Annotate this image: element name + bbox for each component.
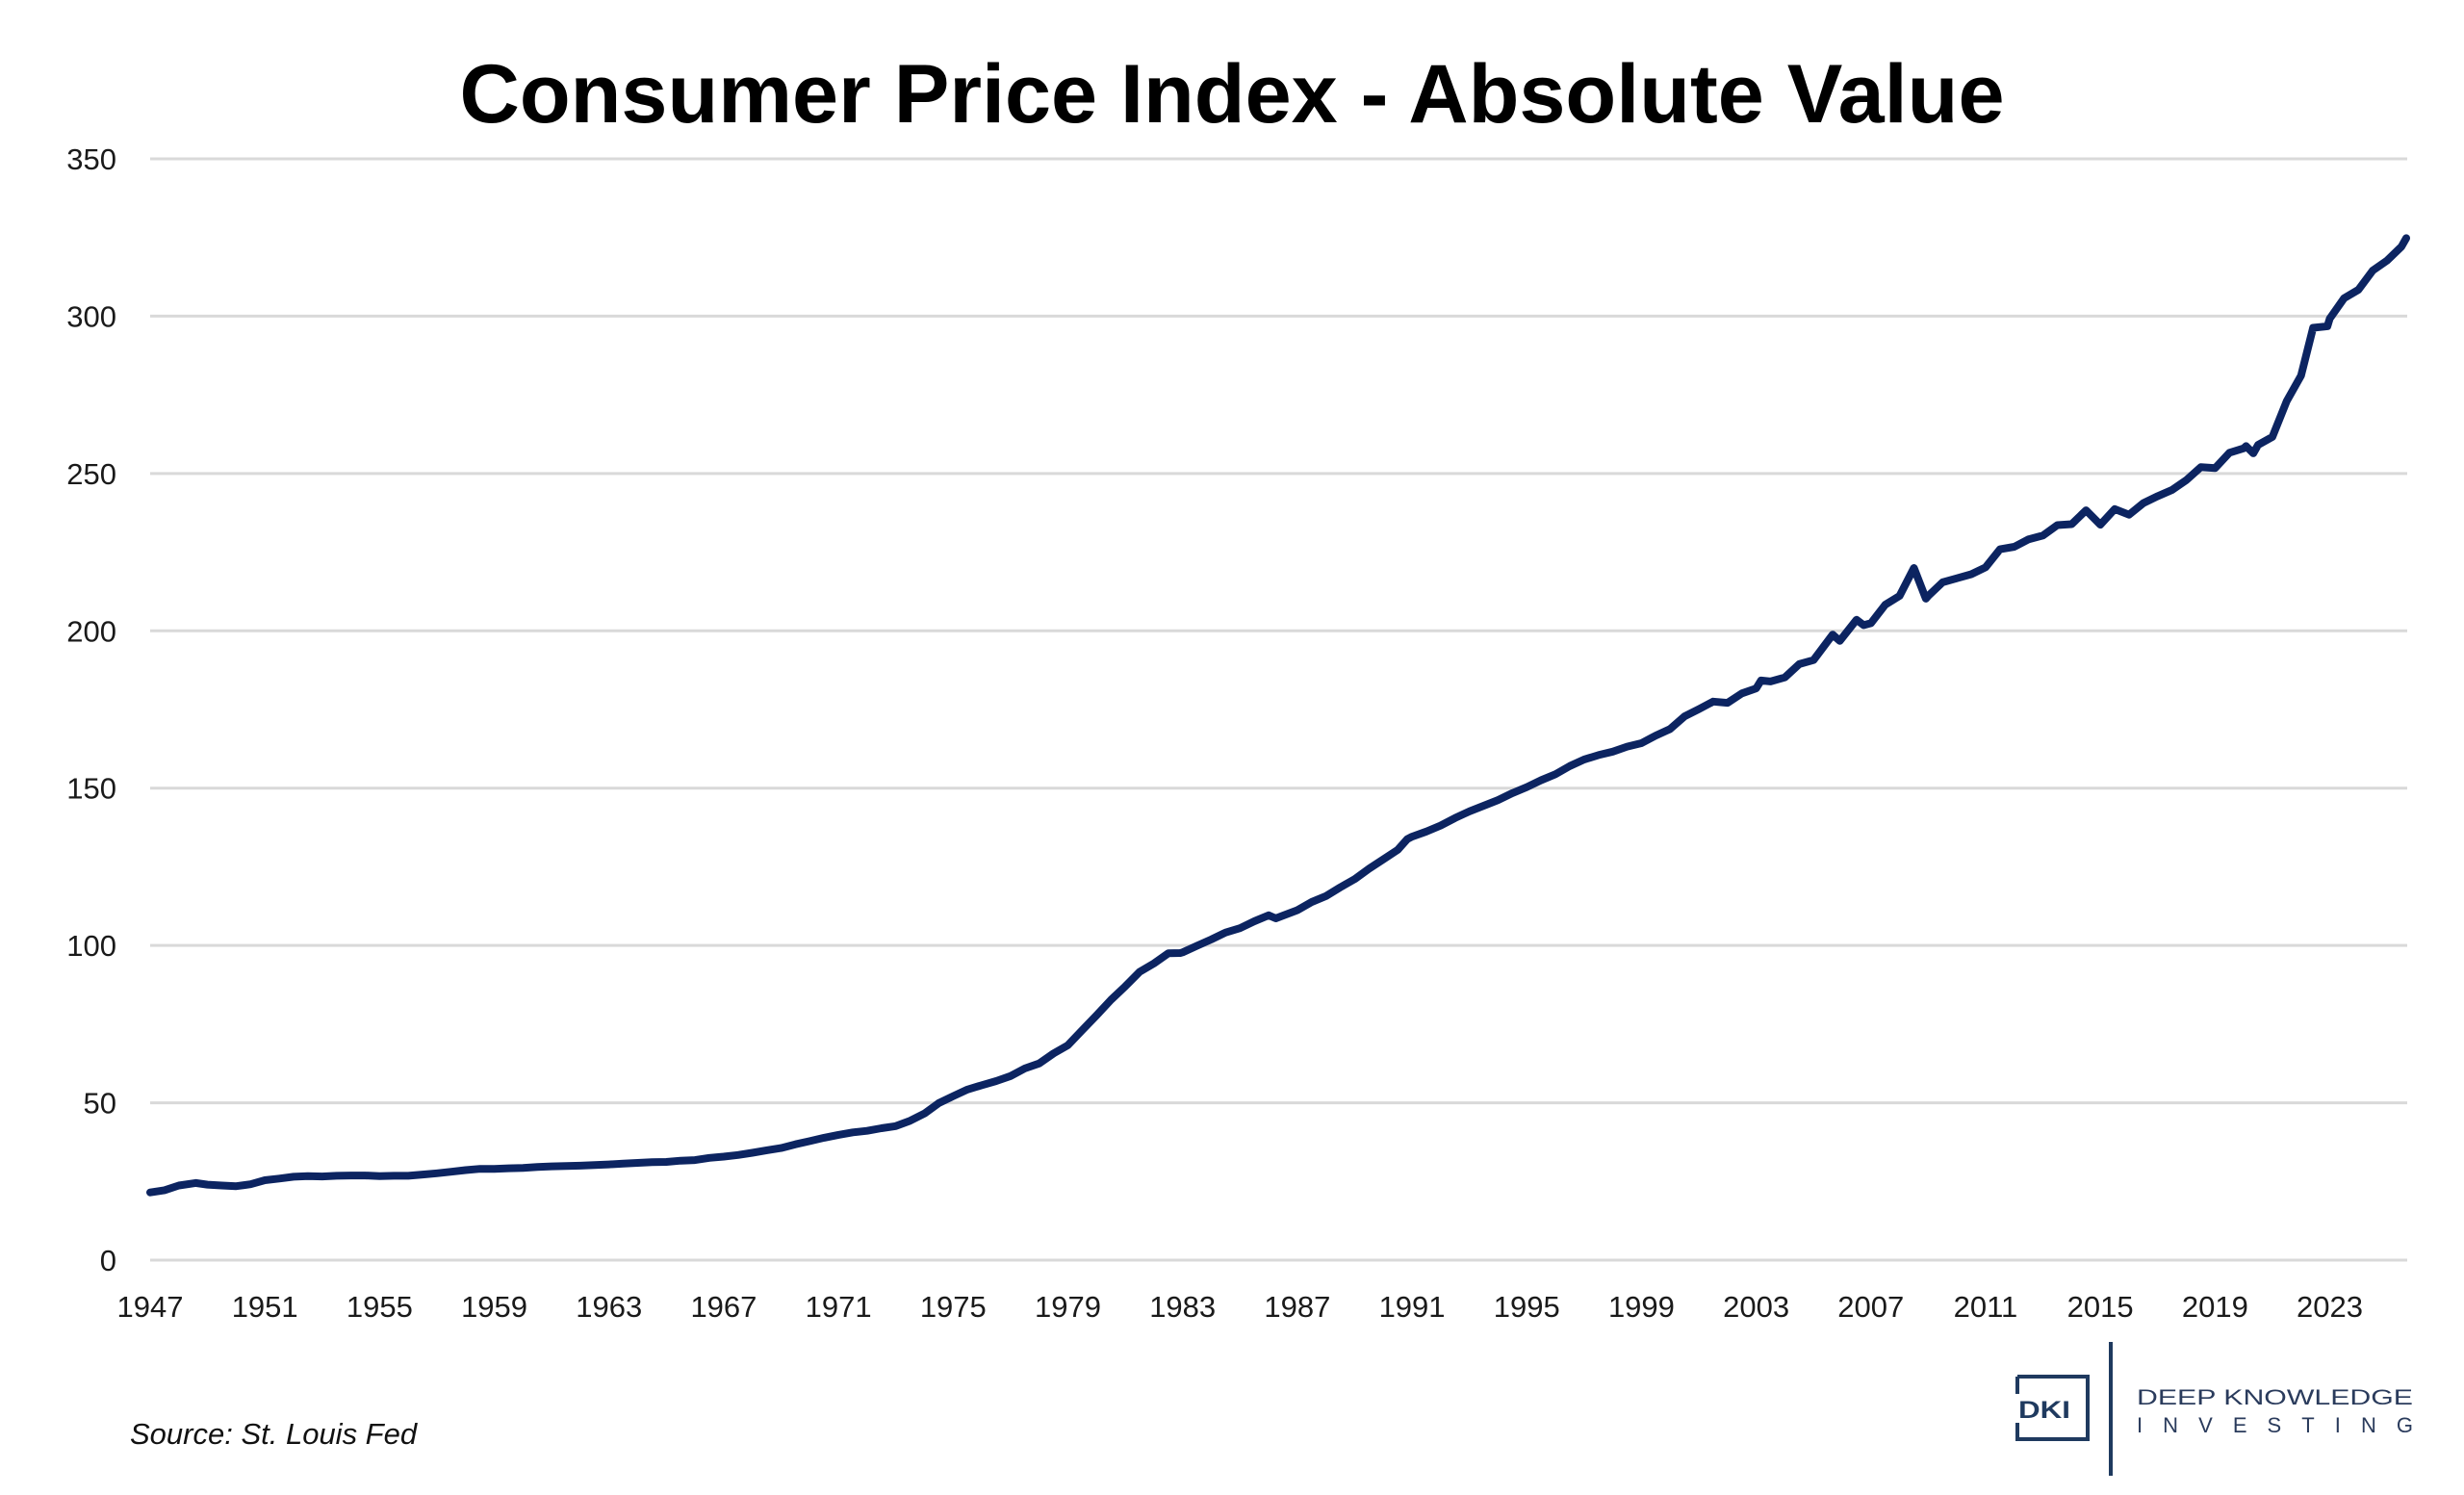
y-tick-label: 150: [66, 772, 116, 806]
x-tick-label: 2019: [2182, 1290, 2248, 1324]
x-tick-label: 1995: [1494, 1290, 1560, 1324]
x-tick-label: 1983: [1149, 1290, 1216, 1324]
x-tick-label: 1987: [1264, 1290, 1330, 1324]
x-tick-label: 2015: [2067, 1290, 2134, 1324]
x-tick-label: 1963: [576, 1290, 642, 1324]
gridlines: [150, 157, 2407, 1262]
x-tick-label: 2003: [1723, 1290, 1789, 1324]
y-tick-label: 350: [66, 142, 116, 176]
source-note: Source: St. Louis Fed: [130, 1417, 419, 1451]
dki-logo-box-icon: DKI: [2015, 1375, 2090, 1441]
x-tick-label: 2007: [1837, 1290, 1904, 1324]
series-layer: [146, 234, 2410, 1197]
x-tick-label: 1951: [232, 1290, 298, 1324]
x-tick-label: 1955: [346, 1290, 413, 1324]
x-tick-label: 1959: [461, 1290, 527, 1324]
x-tick-label: 1971: [806, 1290, 872, 1324]
x-tick-label: 1991: [1379, 1290, 1446, 1324]
x-axis-ticks: 1947 1951 1955 1959 1963 1967 1971 1975 1979 1983…: [117, 1290, 2364, 1324]
x-tick-label: 2023: [2297, 1290, 2363, 1324]
dki-logo: DKI DEEP KNOWLEDGE INVESTING: [2015, 1342, 2413, 1476]
x-tick-label: 1947: [117, 1290, 184, 1324]
y-tick-label: 100: [66, 929, 116, 963]
y-tick-label: 250: [66, 457, 116, 491]
logo-mark-text: DKI: [2018, 1397, 2070, 1424]
y-tick-label: 50: [84, 1087, 116, 1121]
y-tick-label: 200: [66, 614, 116, 648]
y-tick-label: 0: [100, 1244, 116, 1277]
logo-line2: INVESTING: [2137, 1413, 2413, 1437]
x-tick-label: 1999: [1608, 1290, 1675, 1324]
logo-line1: DEEP KNOWLEDGE: [2137, 1385, 2413, 1409]
chart-title: Consumer Price Index - Absolute Value: [460, 48, 2005, 141]
x-tick-label: 1975: [920, 1290, 987, 1324]
x-tick-label: 2011: [1954, 1290, 2018, 1324]
x-tick-label: 1979: [1035, 1290, 1101, 1324]
logo-box-outline: [2015, 1375, 2090, 1441]
y-axis-ticks: 0 50 100 150 200 250 300 350: [66, 142, 116, 1277]
y-tick-label: 300: [66, 299, 116, 333]
series-line-cpi: [146, 234, 2410, 1197]
x-tick-label: 1967: [690, 1290, 757, 1324]
